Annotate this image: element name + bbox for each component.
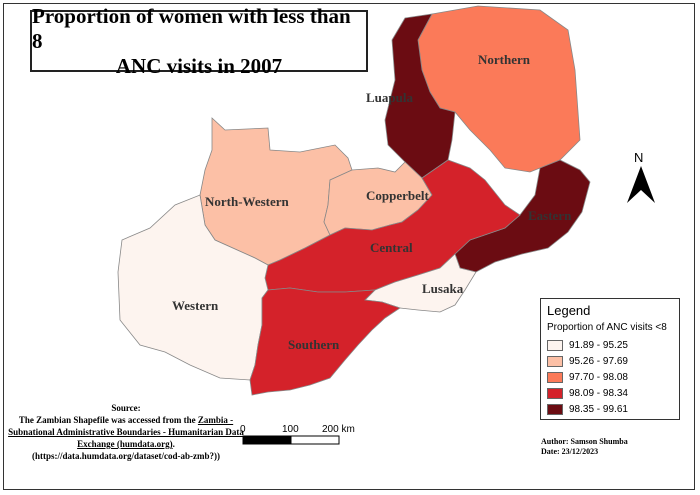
legend-subtitle: Proportion of ANC visits <8 bbox=[547, 322, 667, 333]
legend-swatch bbox=[547, 387, 563, 399]
source-text: The Zambian Shapefile was accessed from … bbox=[18, 415, 198, 425]
source-period: . bbox=[172, 439, 175, 449]
north-arrow-icon bbox=[627, 166, 655, 203]
region-luapula[interactable] bbox=[384, 13, 456, 179]
legend-label: 95.26 - 97.69 bbox=[569, 355, 628, 367]
legend-item: 98.35 - 99.61 bbox=[547, 401, 673, 417]
author-note: Author: Samson Shumba Date: 23/12/2023 bbox=[541, 437, 628, 457]
source-note: Source: The Zambian Shapefile was access… bbox=[6, 402, 246, 462]
region-southern[interactable] bbox=[249, 287, 401, 396]
legend-swatch bbox=[547, 371, 563, 383]
legend-item: 97.70 - 98.08 bbox=[547, 369, 673, 385]
legend-swatch bbox=[547, 403, 563, 415]
source-url: (https://data.humdata.org/dataset/cod-ab… bbox=[32, 451, 220, 461]
scale-bar: 0 100 200 km bbox=[240, 424, 355, 445]
scale-label-200: 200 km bbox=[322, 424, 355, 435]
label-northern: Northern bbox=[478, 52, 531, 67]
title-line-1: Proportion of women with less than 8 bbox=[32, 3, 351, 53]
scale-bar-segment-2 bbox=[290, 435, 340, 445]
source-link[interactable]: Zambia - Subnational Administrative Boun… bbox=[8, 415, 244, 449]
label-copperbelt: Copperbelt bbox=[366, 188, 430, 203]
author-date: Date: 23/12/2023 bbox=[541, 447, 599, 456]
label-luapula: Luapula bbox=[366, 90, 413, 105]
label-north-western: North-Western bbox=[205, 194, 290, 209]
title-line-2: ANC visits in 2007 bbox=[115, 53, 283, 78]
legend-label: 98.09 - 98.34 bbox=[569, 387, 628, 399]
north-arrow-label: N bbox=[634, 150, 643, 165]
label-lusaka: Lusaka bbox=[422, 281, 464, 296]
map-title: Proportion of women with less than 8 ANC… bbox=[30, 4, 368, 78]
label-eastern: Eastern bbox=[528, 208, 572, 223]
scale-label-100: 100 bbox=[282, 424, 299, 435]
legend-item: 91.89 - 95.25 bbox=[547, 337, 673, 353]
legend: Legend Proportion of ANC visits <8 91.89… bbox=[540, 298, 680, 420]
label-central: Central bbox=[370, 240, 413, 255]
legend-swatch bbox=[547, 339, 563, 351]
legend-item: 98.09 - 98.34 bbox=[547, 385, 673, 401]
map-frame bbox=[3, 3, 695, 490]
source-heading: Source: bbox=[111, 403, 141, 413]
scale-label-0: 0 bbox=[240, 424, 246, 435]
scale-bar-segment-1 bbox=[242, 435, 292, 445]
source-body: The Zambian Shapefile was accessed from … bbox=[6, 414, 246, 450]
author-name: Author: Samson Shumba bbox=[541, 437, 628, 446]
label-western: Western bbox=[172, 298, 219, 313]
legend-label: 91.89 - 95.25 bbox=[569, 339, 628, 351]
legend-label: 97.70 - 98.08 bbox=[569, 371, 628, 383]
label-southern: Southern bbox=[288, 337, 340, 352]
legend-title: Legend bbox=[547, 303, 591, 318]
north-arrow: N bbox=[627, 150, 655, 203]
legend-item: 95.26 - 97.69 bbox=[547, 353, 673, 369]
legend-label: 98.35 - 99.61 bbox=[569, 403, 628, 415]
legend-swatch bbox=[547, 355, 563, 367]
